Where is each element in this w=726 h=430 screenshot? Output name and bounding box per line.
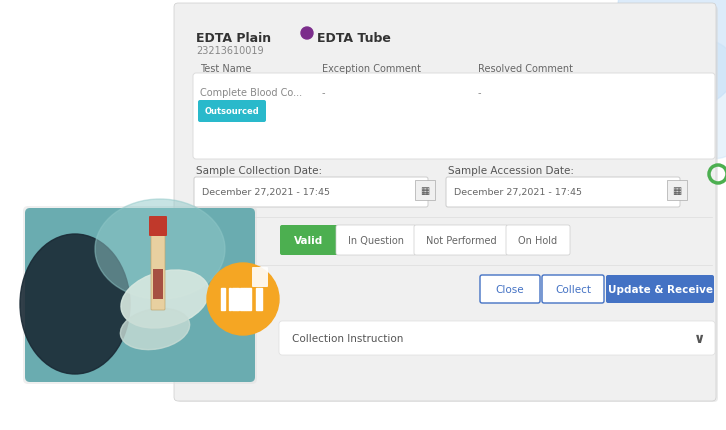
Text: In Question: In Question	[348, 236, 404, 246]
Text: Resolved Comment: Resolved Comment	[478, 64, 573, 74]
Text: Close: Close	[496, 284, 524, 294]
Bar	[667, 181, 687, 200]
FancyBboxPatch shape	[506, 225, 570, 255]
Text: Complete Blood Co...: Complete Blood Co...	[200, 88, 302, 98]
Text: ▦: ▦	[672, 186, 682, 196]
Text: -: -	[322, 88, 325, 98]
Bar	[237, 289, 239, 310]
Ellipse shape	[20, 234, 130, 374]
Ellipse shape	[121, 270, 209, 328]
FancyBboxPatch shape	[198, 101, 266, 123]
Bar	[240, 289, 243, 310]
Bar	[232, 289, 237, 310]
FancyBboxPatch shape	[23, 206, 257, 384]
FancyBboxPatch shape	[153, 269, 163, 299]
Circle shape	[301, 28, 313, 40]
Bar	[256, 289, 258, 310]
FancyBboxPatch shape	[149, 216, 167, 236]
Text: Not Performed: Not Performed	[425, 236, 497, 246]
Ellipse shape	[121, 309, 189, 350]
Text: Exception Comment: Exception Comment	[322, 64, 421, 74]
FancyBboxPatch shape	[414, 225, 508, 255]
FancyBboxPatch shape	[174, 4, 716, 401]
Text: Collection Instruction: Collection Instruction	[292, 333, 404, 343]
FancyBboxPatch shape	[480, 275, 540, 303]
Text: December 27,2021 - 17:45: December 27,2021 - 17:45	[454, 188, 582, 197]
Text: Collect: Collect	[555, 284, 591, 294]
Text: -: -	[478, 88, 481, 98]
Bar	[221, 289, 225, 310]
Text: EDTA Tube: EDTA Tube	[317, 32, 391, 45]
FancyBboxPatch shape	[280, 225, 338, 255]
Text: ∨: ∨	[694, 331, 706, 345]
Circle shape	[207, 264, 279, 335]
Text: ▦: ▦	[420, 186, 430, 196]
FancyBboxPatch shape	[177, 7, 718, 402]
Text: Sample Accession Date:: Sample Accession Date:	[448, 166, 574, 175]
FancyBboxPatch shape	[151, 228, 165, 310]
FancyBboxPatch shape	[336, 225, 416, 255]
Bar	[415, 181, 435, 200]
Bar	[246, 289, 251, 310]
Text: Test Name: Test Name	[200, 64, 251, 74]
Text: Update & Receive: Update & Receive	[608, 284, 712, 294]
Bar	[229, 289, 231, 310]
Ellipse shape	[669, 40, 726, 159]
Bar	[244, 289, 246, 310]
Text: EDTA Plain: EDTA Plain	[196, 32, 271, 45]
Ellipse shape	[617, 0, 726, 108]
Text: Valid: Valid	[294, 236, 324, 246]
Text: 23213610019: 23213610019	[196, 46, 264, 56]
FancyBboxPatch shape	[252, 267, 268, 287]
Text: December 27,2021 - 17:45: December 27,2021 - 17:45	[202, 188, 330, 197]
Bar	[258, 289, 262, 310]
FancyBboxPatch shape	[25, 209, 255, 382]
FancyBboxPatch shape	[606, 275, 714, 303]
Text: Outsourced: Outsourced	[205, 107, 259, 116]
Ellipse shape	[95, 200, 225, 299]
Text: Sample Collection Date:: Sample Collection Date:	[196, 166, 322, 175]
Text: On Hold: On Hold	[518, 236, 558, 246]
FancyBboxPatch shape	[279, 321, 715, 355]
FancyBboxPatch shape	[542, 275, 604, 303]
FancyBboxPatch shape	[446, 178, 680, 208]
FancyBboxPatch shape	[194, 178, 428, 208]
FancyBboxPatch shape	[193, 74, 715, 160]
